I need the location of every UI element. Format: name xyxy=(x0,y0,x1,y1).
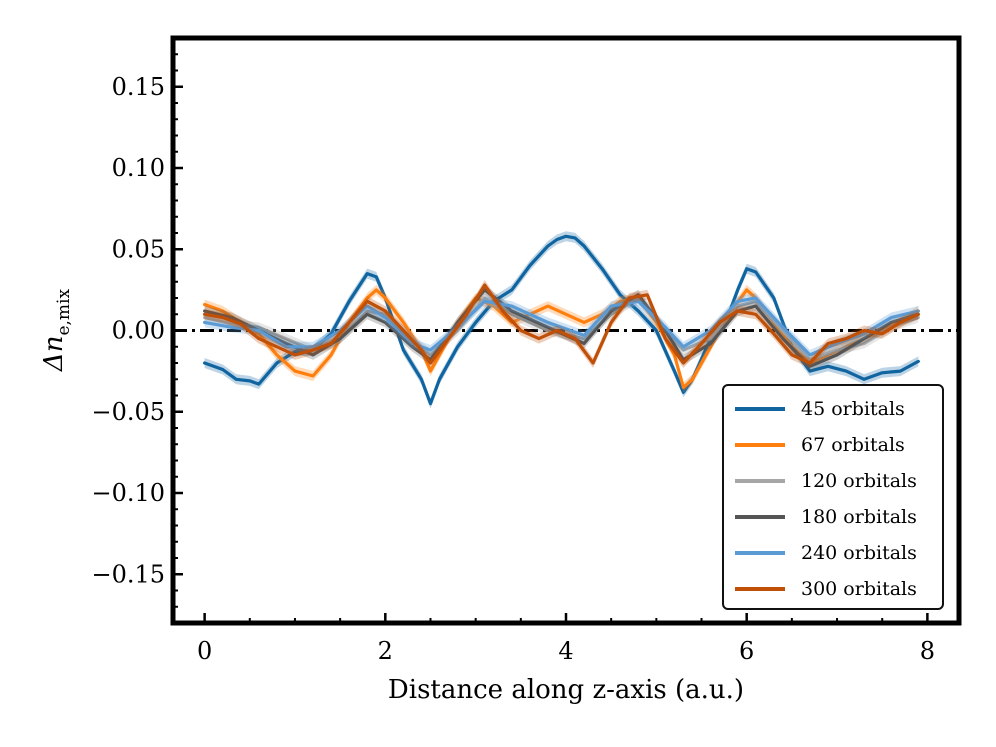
legend-item: 120 orbitals xyxy=(735,470,917,492)
x-tick-label: 2 xyxy=(378,637,393,665)
legend-label: 120 orbitals xyxy=(801,470,917,492)
x-axis-label: Distance along z-axis (a.u.) xyxy=(388,675,744,705)
y-axis-label: Δne,mix xyxy=(39,289,74,373)
y-tick-label: 0.00 xyxy=(112,317,165,345)
legend-label: 67 orbitals xyxy=(801,434,905,456)
legend-label: 180 orbitals xyxy=(801,506,917,528)
y-tick-label: 0.10 xyxy=(112,154,165,182)
series-band-4 xyxy=(204,284,919,372)
legend-item: 300 orbitals xyxy=(735,578,917,600)
legend-item: 45 orbitals xyxy=(735,398,905,420)
y-tick-label: −0.10 xyxy=(91,479,165,507)
y-axis-label-base: Δn xyxy=(39,336,69,373)
y-axis-label-subscript: e,mix xyxy=(54,289,74,336)
x-tick-label: 8 xyxy=(920,637,935,665)
series-line-5 xyxy=(203,296,920,357)
series-line-6 xyxy=(203,283,920,365)
y-tick-label: −0.15 xyxy=(91,560,165,588)
series-band-1 xyxy=(204,231,919,409)
legend-label: 240 orbitals xyxy=(801,542,917,564)
y-tick-label: −0.05 xyxy=(91,398,165,426)
legend-label: 45 orbitals xyxy=(801,398,905,420)
plot-area: −0.15 −0.10 −0.05 0.00 0.05 0.10 0.15 0 2 4 6 8 45 o… xyxy=(91,35,962,665)
x-tick-label: 4 xyxy=(558,637,573,665)
legend-item: 180 orbitals xyxy=(735,506,917,528)
x-tick-label: 0 xyxy=(197,637,212,665)
legend-label: 300 orbitals xyxy=(801,578,917,600)
legend-item: 240 orbitals xyxy=(735,542,917,564)
legend: 45 orbitals 67 orbitals 120 orbitals 180 or… xyxy=(722,384,944,610)
legend-item: 67 orbitals xyxy=(735,434,905,456)
y-tick-label: 0.15 xyxy=(112,73,165,101)
series-group xyxy=(173,231,959,409)
x-tick-label: 6 xyxy=(739,637,754,665)
y-tick-label: 0.05 xyxy=(112,235,165,263)
